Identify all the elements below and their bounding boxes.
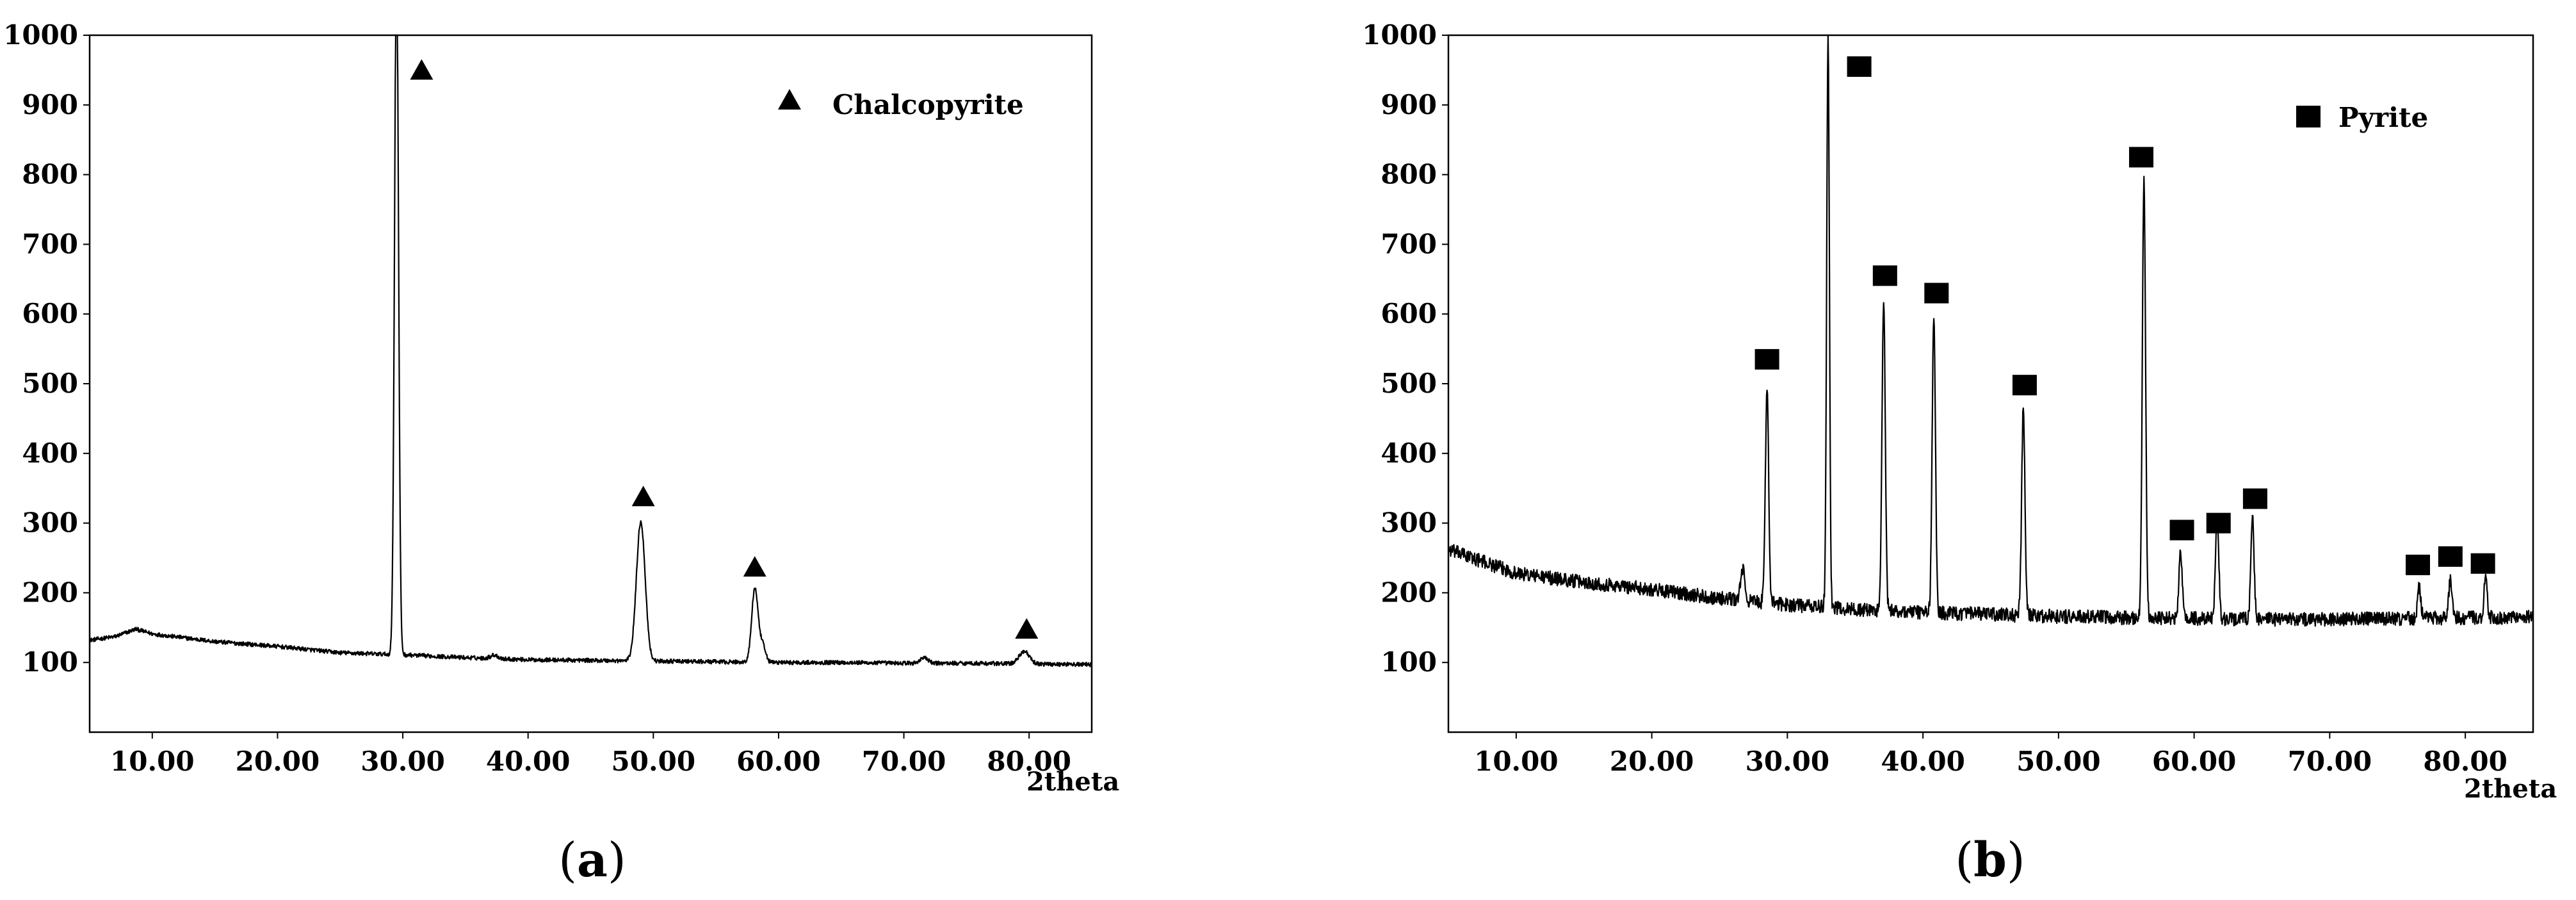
y-tick-label-a-700: 700 [22,228,78,259]
triangle-marker-icon [631,486,655,507]
x-tick-label-a-50: 50.00 [612,746,696,777]
y-tick-label-a-500: 500 [22,368,78,399]
y-tick-label-a-900: 900 [22,89,78,120]
legend-triangle-icon [778,89,801,110]
y-tick-label-a-300: 300 [22,507,78,539]
x-tick-label-a-70: 70.00 [862,746,946,777]
series-b [1447,34,2534,627]
x-axis-title-a: 2theta [1026,767,1119,797]
panel-a: 100 200 300 400 500 600 700 800 900 1000 10.00 20.… [3,19,1119,888]
x-axis-title-b: 2theta [2464,774,2557,804]
x-axis-b: 10.00 20.00 30.00 40.00 50.00 60.00 70.00 80.00 [1474,732,2507,777]
x-tick-label-a-60: 60.00 [736,746,821,777]
panel-caption-a: (a) [558,833,626,888]
square-marker-icon [2129,147,2154,168]
y-tick-label-b-400: 400 [1381,438,1437,469]
series-a [89,34,1092,667]
y-tick-label-b-500: 500 [1381,368,1437,399]
square-marker-icon [2206,512,2231,534]
x-tick-label-b-10: 10.00 [1474,746,1559,777]
square-marker-icon [2169,520,2194,541]
square-marker-icon [1847,56,1872,77]
y-tick-label-b-100: 100 [1381,646,1437,678]
x-axis-a: 10.00 20.00 30.00 40.00 50.00 60.00 70.00 80.00 [110,732,1071,777]
y-tick-label-b-800: 800 [1381,159,1437,190]
x-tick-label-b-60: 60.00 [2152,746,2237,777]
y-tick-label-b-200: 200 [1381,577,1437,608]
y-tick-label-a-100: 100 [22,646,78,678]
y-tick-label-a-600: 600 [22,298,78,329]
x-tick-label-b-20: 20.00 [1610,746,1694,777]
plot-frame-a [88,34,1093,733]
peak-markers-b [1754,56,2495,575]
x-tick-label-a-10: 10.00 [110,746,195,777]
y-tick-label-b-600: 600 [1381,298,1437,329]
square-marker-icon [1872,265,1897,286]
legend-square-icon [2296,106,2321,127]
y-tick-label-a-200: 200 [22,577,78,608]
y-tick-label-a-800: 800 [22,159,78,190]
x-tick-label-b-80: 80.00 [2423,746,2507,777]
triangle-marker-icon [410,59,433,80]
triangle-marker-icon [1015,618,1039,639]
square-marker-icon [2012,375,2037,396]
y-tick-label-b-900: 900 [1381,89,1437,120]
x-tick-label-b-50: 50.00 [2016,746,2101,777]
peak-markers-a [410,59,1039,639]
legend-a: Chalcopyrite [778,89,1024,120]
y-tick-label-a-400: 400 [22,438,78,469]
y-tick-label-b-300: 300 [1381,507,1437,539]
square-marker-icon [2406,554,2431,575]
y-tick-label-b-1000: 1000 [1362,19,1437,51]
square-marker-icon [2242,488,2267,509]
square-marker-icon [1924,282,1949,304]
legend-b: Pyrite [2296,102,2428,133]
square-marker-icon [1754,348,1779,370]
legend-label-b: Pyrite [2338,102,2428,133]
x-tick-label-b-40: 40.00 [1881,746,1965,777]
plot-frame-b [1447,34,2534,733]
x-tick-label-a-20: 20.00 [236,746,320,777]
panel-caption-b: (b) [1955,833,2025,888]
x-tick-label-b-70: 70.00 [2288,746,2372,777]
y-axis-b: 100 200 300 400 500 600 700 800 900 1000 [1362,19,1448,678]
y-axis-a: 100 200 300 400 500 600 700 800 900 1000 [3,19,90,678]
x-tick-label-b-30: 30.00 [1746,746,1830,777]
triangle-marker-icon [743,556,766,577]
y-tick-label-b-700: 700 [1381,228,1437,259]
legend-label-a: Chalcopyrite [832,89,1024,120]
diffraction-line-a [89,34,1092,667]
y-tick-label-a-1000: 1000 [3,19,78,51]
x-tick-label-a-80: 80.00 [987,746,1071,777]
diffraction-line-b [1447,34,2534,627]
x-tick-label-a-40: 40.00 [486,746,571,777]
panel-b: 100 200 300 400 500 600 700 800 900 1000 10.00 20.… [1362,19,2557,888]
x-tick-label-a-30: 30.00 [360,746,445,777]
square-marker-icon [2438,546,2463,567]
square-marker-icon [2470,553,2495,574]
